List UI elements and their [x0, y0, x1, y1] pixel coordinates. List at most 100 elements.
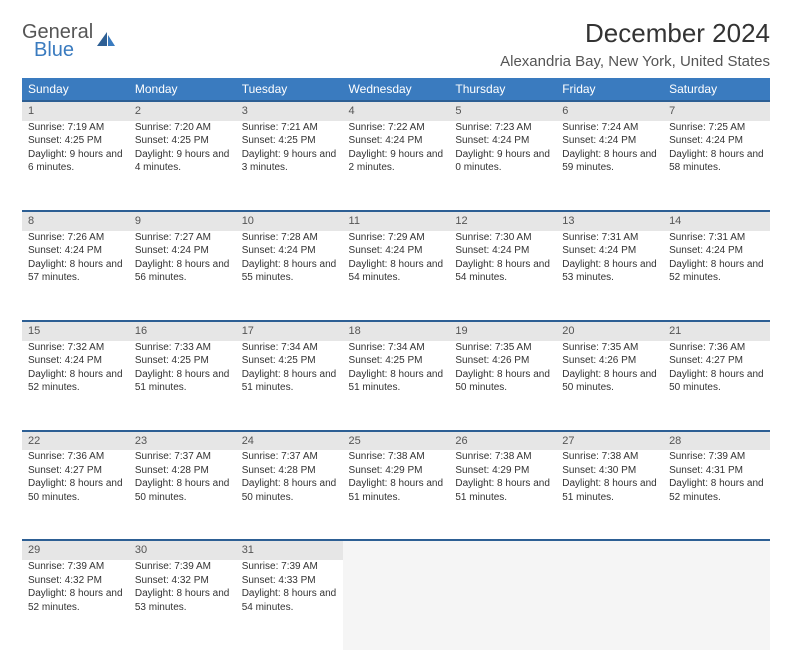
daylight-line: Daylight: 8 hours and 54 minutes.: [455, 258, 550, 285]
day-cell: Sunrise: 7:39 AMSunset: 4:32 PMDaylight:…: [129, 560, 236, 650]
daylight-line: Daylight: 8 hours and 52 minutes.: [669, 258, 764, 285]
weekday-header: Friday: [556, 78, 663, 101]
sunrise-line: Sunrise: 7:22 AM: [349, 121, 444, 135]
sunset-line: Sunset: 4:25 PM: [242, 134, 337, 148]
daylight-line: Daylight: 8 hours and 55 minutes.: [242, 258, 337, 285]
day-number: 24: [236, 431, 343, 451]
sunset-line: Sunset: 4:24 PM: [669, 134, 764, 148]
daynum-row: 891011121314: [22, 211, 770, 231]
day-cell: Sunrise: 7:39 AMSunset: 4:31 PMDaylight:…: [663, 450, 770, 540]
sunset-line: Sunset: 4:25 PM: [349, 354, 444, 368]
week-row: Sunrise: 7:19 AMSunset: 4:25 PMDaylight:…: [22, 121, 770, 211]
daylight-line: Daylight: 8 hours and 59 minutes.: [562, 148, 657, 175]
day-cell: Sunrise: 7:36 AMSunset: 4:27 PMDaylight:…: [663, 341, 770, 431]
sunset-line: Sunset: 4:27 PM: [669, 354, 764, 368]
weekday-header: Wednesday: [343, 78, 450, 101]
day-number: 17: [236, 321, 343, 341]
day-cell: Sunrise: 7:38 AMSunset: 4:29 PMDaylight:…: [449, 450, 556, 540]
daylight-line: Daylight: 8 hours and 51 minutes.: [135, 368, 230, 395]
sunset-line: Sunset: 4:26 PM: [455, 354, 550, 368]
sunrise-line: Sunrise: 7:33 AM: [135, 341, 230, 355]
day-number: 10: [236, 211, 343, 231]
sunset-line: Sunset: 4:24 PM: [455, 244, 550, 258]
day-cell: Sunrise: 7:31 AMSunset: 4:24 PMDaylight:…: [556, 231, 663, 321]
daylight-line: Daylight: 8 hours and 50 minutes.: [669, 368, 764, 395]
sunset-line: Sunset: 4:33 PM: [242, 574, 337, 588]
sunrise-line: Sunrise: 7:38 AM: [455, 450, 550, 464]
calendar-table: SundayMondayTuesdayWednesdayThursdayFrid…: [22, 78, 770, 650]
sunset-line: Sunset: 4:24 PM: [242, 244, 337, 258]
sunrise-line: Sunrise: 7:36 AM: [669, 341, 764, 355]
week-row: Sunrise: 7:32 AMSunset: 4:24 PMDaylight:…: [22, 341, 770, 431]
logo-word2: Blue: [34, 40, 93, 60]
day-cell: Sunrise: 7:38 AMSunset: 4:30 PMDaylight:…: [556, 450, 663, 540]
sunset-line: Sunset: 4:24 PM: [135, 244, 230, 258]
day-number: 9: [129, 211, 236, 231]
sunset-line: Sunset: 4:25 PM: [242, 354, 337, 368]
sunrise-line: Sunrise: 7:35 AM: [455, 341, 550, 355]
daylight-line: Daylight: 8 hours and 50 minutes.: [28, 477, 123, 504]
sunset-line: Sunset: 4:24 PM: [455, 134, 550, 148]
daylight-line: Daylight: 8 hours and 50 minutes.: [242, 477, 337, 504]
sunrise-line: Sunrise: 7:31 AM: [669, 231, 764, 245]
sunrise-line: Sunrise: 7:31 AM: [562, 231, 657, 245]
day-number: 11: [343, 211, 450, 231]
week-row: Sunrise: 7:26 AMSunset: 4:24 PMDaylight:…: [22, 231, 770, 321]
weekday-header: Sunday: [22, 78, 129, 101]
sunrise-line: Sunrise: 7:23 AM: [455, 121, 550, 135]
sunset-line: Sunset: 4:32 PM: [28, 574, 123, 588]
title-block: December 2024 Alexandria Bay, New York, …: [500, 18, 770, 70]
daylight-line: Daylight: 8 hours and 51 minutes.: [349, 477, 444, 504]
day-cell: Sunrise: 7:36 AMSunset: 4:27 PMDaylight:…: [22, 450, 129, 540]
day-number: 19: [449, 321, 556, 341]
empty-daynum: [343, 540, 450, 560]
day-number: 21: [663, 321, 770, 341]
day-number: 3: [236, 101, 343, 121]
sunset-line: Sunset: 4:24 PM: [349, 134, 444, 148]
day-number: 12: [449, 211, 556, 231]
day-cell: Sunrise: 7:30 AMSunset: 4:24 PMDaylight:…: [449, 231, 556, 321]
sunset-line: Sunset: 4:24 PM: [562, 244, 657, 258]
daylight-line: Daylight: 8 hours and 58 minutes.: [669, 148, 764, 175]
location: Alexandria Bay, New York, United States: [500, 53, 770, 70]
weekday-header: Thursday: [449, 78, 556, 101]
day-number: 22: [22, 431, 129, 451]
daylight-line: Daylight: 8 hours and 54 minutes.: [349, 258, 444, 285]
sunrise-line: Sunrise: 7:38 AM: [562, 450, 657, 464]
sunrise-line: Sunrise: 7:32 AM: [28, 341, 123, 355]
sunrise-line: Sunrise: 7:25 AM: [669, 121, 764, 135]
sunrise-line: Sunrise: 7:39 AM: [135, 560, 230, 574]
daylight-line: Daylight: 8 hours and 50 minutes.: [135, 477, 230, 504]
daynum-row: 22232425262728: [22, 431, 770, 451]
daylight-line: Daylight: 8 hours and 52 minutes.: [28, 368, 123, 395]
day-cell: Sunrise: 7:28 AMSunset: 4:24 PMDaylight:…: [236, 231, 343, 321]
day-cell: Sunrise: 7:34 AMSunset: 4:25 PMDaylight:…: [236, 341, 343, 431]
logo-text: General Blue: [22, 22, 93, 60]
sunset-line: Sunset: 4:25 PM: [135, 134, 230, 148]
sunset-line: Sunset: 4:24 PM: [562, 134, 657, 148]
sunrise-line: Sunrise: 7:34 AM: [349, 341, 444, 355]
page-title: December 2024: [500, 18, 770, 49]
week-row: Sunrise: 7:39 AMSunset: 4:32 PMDaylight:…: [22, 560, 770, 650]
day-number: 16: [129, 321, 236, 341]
sail-icon: [95, 30, 117, 48]
day-cell: Sunrise: 7:25 AMSunset: 4:24 PMDaylight:…: [663, 121, 770, 211]
daylight-line: Daylight: 8 hours and 54 minutes.: [242, 587, 337, 614]
empty-daynum: [663, 540, 770, 560]
header: General Blue December 2024 Alexandria Ba…: [22, 18, 770, 70]
day-cell: Sunrise: 7:39 AMSunset: 4:33 PMDaylight:…: [236, 560, 343, 650]
sunset-line: Sunset: 4:29 PM: [349, 464, 444, 478]
empty-cell: [449, 560, 556, 650]
sunset-line: Sunset: 4:32 PM: [135, 574, 230, 588]
day-cell: Sunrise: 7:27 AMSunset: 4:24 PMDaylight:…: [129, 231, 236, 321]
day-cell: Sunrise: 7:31 AMSunset: 4:24 PMDaylight:…: [663, 231, 770, 321]
day-cell: Sunrise: 7:39 AMSunset: 4:32 PMDaylight:…: [22, 560, 129, 650]
daylight-line: Daylight: 8 hours and 50 minutes.: [455, 368, 550, 395]
sunset-line: Sunset: 4:31 PM: [669, 464, 764, 478]
daylight-line: Daylight: 9 hours and 0 minutes.: [455, 148, 550, 175]
sunrise-line: Sunrise: 7:35 AM: [562, 341, 657, 355]
daylight-line: Daylight: 8 hours and 57 minutes.: [28, 258, 123, 285]
day-cell: Sunrise: 7:34 AMSunset: 4:25 PMDaylight:…: [343, 341, 450, 431]
day-number: 27: [556, 431, 663, 451]
day-number: 20: [556, 321, 663, 341]
